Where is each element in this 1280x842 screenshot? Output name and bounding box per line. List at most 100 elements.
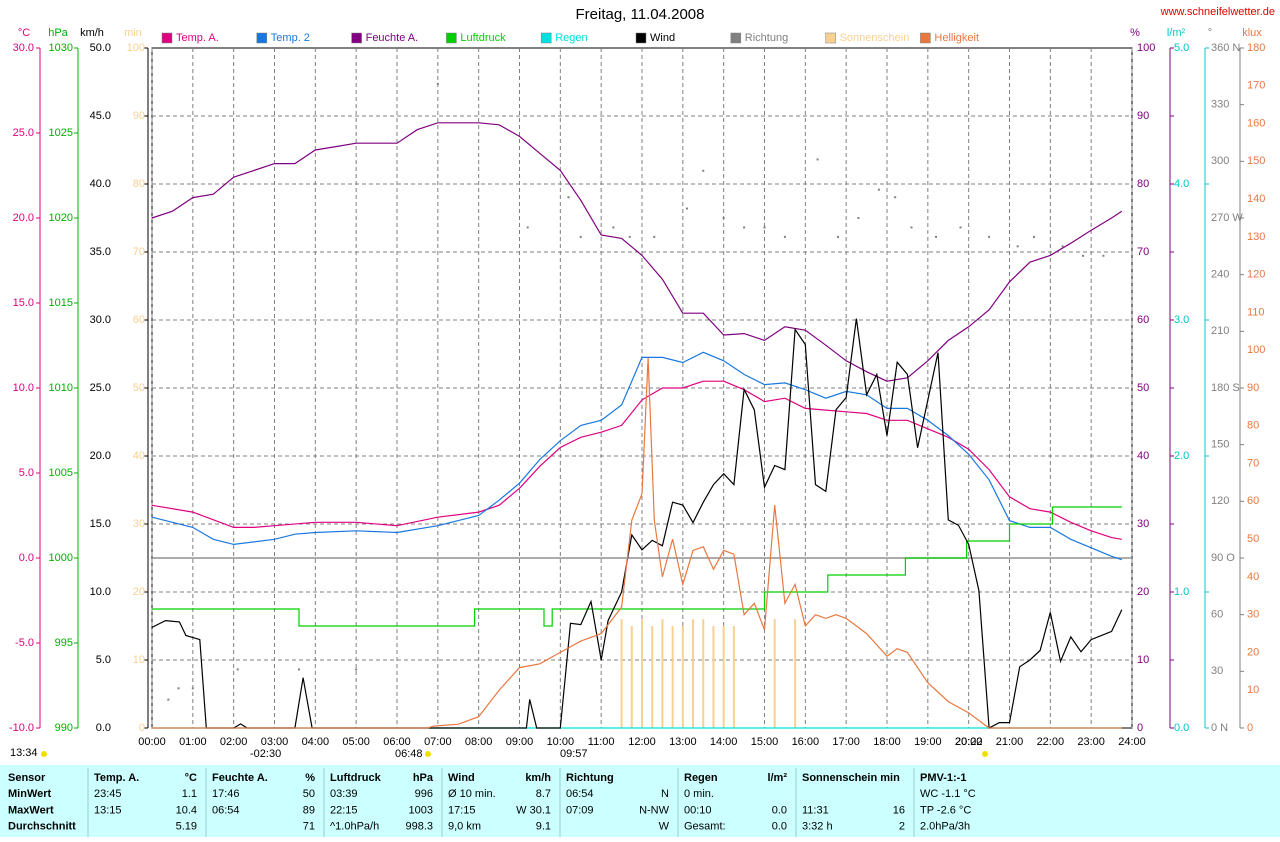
- x-tick-label: 23:00: [1077, 736, 1105, 748]
- cell-text: 07:09: [566, 804, 594, 816]
- y-tick-label: 20.0: [13, 212, 34, 224]
- data-point: [877, 188, 880, 191]
- y-tick-label: 70: [1247, 457, 1259, 469]
- row-label: Durchschnitt: [8, 821, 76, 833]
- bar: [773, 619, 776, 728]
- x-tick-label: 24:00: [1118, 736, 1146, 748]
- data-line: [152, 357, 1122, 729]
- axis-unit: l/m²: [1167, 27, 1186, 39]
- data-point: [857, 217, 860, 219]
- bar: [630, 626, 633, 728]
- legend-label: Luftdruck: [460, 32, 506, 44]
- data-point: [526, 226, 529, 229]
- y-tick-label: 70: [133, 246, 145, 258]
- legend-swatch: [540, 32, 552, 44]
- y-tick-label: 300: [1211, 155, 1229, 167]
- y-tick-label: 1025: [49, 127, 73, 139]
- x-tick-label: 04:00: [302, 736, 330, 748]
- cell-text: Gesamt:: [684, 821, 726, 833]
- cell-value: 1003: [409, 804, 433, 816]
- data-point: [702, 169, 705, 172]
- y-tick-label: 50: [133, 382, 145, 394]
- cell-value: %: [305, 772, 315, 784]
- cell-text: 17:46: [212, 788, 240, 800]
- y-tick-label: 10.0: [90, 586, 111, 598]
- y-tick-label: 30: [133, 518, 145, 530]
- y-tick-label: 30: [1137, 518, 1149, 530]
- y-tick-label: -10.0: [9, 722, 34, 734]
- y-tick-label: 2.0: [1174, 450, 1189, 462]
- cell-value: 89: [303, 804, 315, 816]
- legend-label: Sonnenschein: [840, 32, 910, 44]
- y-tick-label: 50.0: [90, 42, 111, 54]
- y-tick-label: 10: [1137, 654, 1149, 666]
- cell-text: 23:45: [94, 788, 122, 800]
- cell-text: Wind: [448, 772, 475, 784]
- y-tick-label: 80: [1247, 420, 1259, 432]
- axis-unit: klux: [1242, 27, 1262, 39]
- y-tick-label: 30.0: [13, 42, 34, 54]
- data-point: [177, 687, 180, 690]
- x-tick-label: 20:00: [955, 736, 983, 748]
- y-tick-label: 130: [1247, 231, 1265, 243]
- cell-value: W 30.1: [516, 804, 551, 816]
- y-tick-label: 50: [1137, 382, 1149, 394]
- x-tick-label: 07:00: [424, 736, 452, 748]
- source: www.schneifelwetter.de: [1160, 6, 1275, 18]
- sun-icon: [425, 751, 431, 757]
- cell-value: 9.1: [536, 821, 551, 833]
- cell-value: l/m²: [767, 772, 787, 784]
- y-tick-label: 5.0: [96, 654, 111, 666]
- bar: [641, 619, 643, 728]
- data-line: [151, 122, 1123, 382]
- row-label: Sensor: [8, 772, 46, 784]
- data-point: [959, 226, 962, 229]
- cell-text: 06:54: [212, 804, 240, 816]
- cell-text: 3:32 h: [802, 821, 833, 833]
- legend-swatch: [730, 32, 742, 44]
- cell-value: 2: [899, 821, 905, 833]
- y-tick-label: 0: [1137, 722, 1143, 734]
- legend-swatch: [161, 32, 173, 44]
- y-tick-label: 1030: [49, 42, 73, 54]
- x-tick-label: 06:00: [383, 736, 411, 748]
- cell-text: PMV-1:-1: [920, 772, 966, 784]
- bar: [732, 626, 735, 728]
- y-tick-label: 120: [1247, 269, 1265, 281]
- y-tick-label: 4.0: [1174, 178, 1189, 190]
- data-point: [355, 668, 358, 671]
- y-tick-label: 80: [1137, 178, 1149, 190]
- x-tick-label: 02:00: [220, 736, 248, 748]
- y-tick-label: 5.0: [1174, 42, 1189, 54]
- y-tick-label: 30.0: [90, 314, 111, 326]
- x-tick-label: 01:00: [179, 736, 207, 748]
- data-line: [151, 380, 1122, 540]
- y-tick-label: 160: [1247, 117, 1265, 129]
- data-point: [1061, 245, 1064, 248]
- y-tick-label: 70: [1137, 246, 1149, 258]
- data-point: [628, 235, 631, 238]
- cell-value: 0.0: [772, 821, 787, 833]
- y-tick-label: 1010: [49, 382, 73, 394]
- axis-unit: hPa: [48, 27, 68, 39]
- data-point: [894, 196, 897, 199]
- legend-label: Temp. 2: [271, 32, 310, 44]
- annotation: 20:22: [955, 736, 983, 748]
- cell-text: ^1.0hPa/h: [330, 821, 379, 833]
- y-tick-label: 180: [1247, 42, 1265, 54]
- cell-text: Luftdruck: [330, 772, 382, 784]
- y-tick-label: 330: [1211, 99, 1229, 111]
- cell-text: 17:15: [448, 804, 476, 816]
- annotation: 13:34: [10, 747, 38, 759]
- data-point: [191, 687, 194, 690]
- data-point: [1016, 245, 1019, 248]
- y-tick-label: 150: [1247, 155, 1265, 167]
- x-tick-label: 19:00: [914, 736, 942, 748]
- data-point: [743, 226, 746, 229]
- y-tick-label: 100: [127, 42, 145, 54]
- y-tick-label: 110: [1247, 306, 1265, 318]
- bar: [702, 619, 705, 728]
- y-tick-label: 0: [139, 722, 145, 734]
- legend-swatch: [446, 32, 457, 44]
- y-tick-label: 45.0: [90, 110, 111, 122]
